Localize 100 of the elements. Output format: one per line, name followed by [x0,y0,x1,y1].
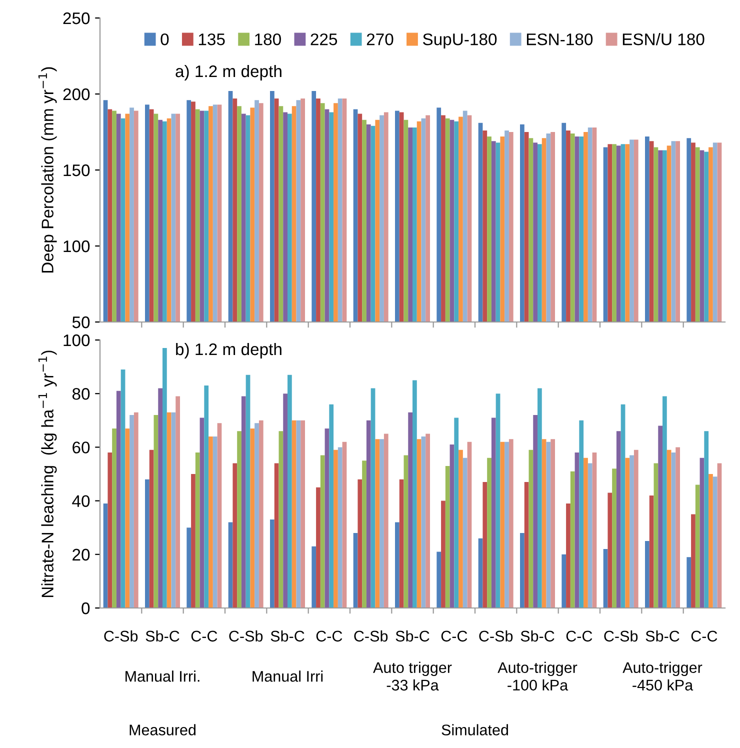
bar [270,520,274,608]
bar [416,439,422,608]
x-tick-label: C-Sb [479,630,513,642]
legend-label: 270 [366,33,394,46]
bar [278,431,284,608]
bar [436,552,442,608]
text: Auto-trigger -450 kPa [622,662,702,691]
x-tick-label: Sb-C [646,630,680,642]
bar [154,415,158,608]
bar [546,442,551,608]
bar [162,348,167,608]
bar [412,380,417,608]
bar [634,450,638,608]
bar [404,455,408,608]
bar [384,434,388,608]
x-tick-label: C-Sb [354,630,388,642]
bar [588,463,592,608]
bar [467,442,472,608]
bar [334,450,338,608]
y-tick-label: 40 [72,495,90,508]
bar [454,418,459,608]
bar [145,479,150,608]
bar [362,460,366,608]
bar [712,476,718,608]
x-tick-label: C-C [191,630,218,642]
bar [592,452,597,608]
bar [149,450,154,608]
x-tick-label: C-Sb [104,630,138,642]
bar [691,514,696,608]
legend-label: SupU-180 [422,33,497,49]
bar [482,482,488,608]
bar [108,452,112,608]
bar [570,471,575,608]
bar [125,428,130,608]
bar [366,420,371,608]
bar [462,458,468,608]
bar [316,487,320,608]
bar [134,412,138,608]
bar [616,431,621,608]
bar [228,522,233,608]
bar [353,532,358,608]
bar [620,404,626,608]
bar [708,474,713,608]
bar [130,415,134,608]
bar [458,450,463,608]
bar [496,394,500,608]
bar [574,452,580,608]
bar [671,452,676,608]
annotation: b) 1.2 m depth [176,342,282,358]
y-tick-label: 50 [72,316,90,328]
bar [112,428,116,608]
bar [654,463,658,608]
bar [625,458,630,608]
bar [645,541,650,608]
bar [320,455,325,608]
y-tick-label: 0 [82,602,90,614]
legend-label: 0 [160,33,169,46]
bar [612,468,616,608]
bar [491,418,496,608]
x-tick-label: Sb-C [270,630,304,642]
bar [103,503,108,608]
bar [232,463,238,608]
y-tick-label: 60 [72,442,90,454]
legend-label: ESN-180 [526,33,593,46]
bar [704,431,709,608]
bar [241,396,246,608]
y-axis-title: Nitrate-N leaching (kg ha$^{−1}$ yr$^{−1}$) [38,350,57,597]
bar [662,396,667,608]
bar [700,458,704,608]
bar [584,458,588,608]
legend-label: 225 [310,33,338,46]
text: Manual Irri. [126,670,200,682]
bar [450,444,454,608]
bar [666,450,672,608]
bar [550,439,555,608]
y-tick-label: 250 [63,12,90,24]
y-tick-label: 150 [64,164,90,176]
bar [649,495,654,608]
bar [300,420,305,608]
bar [195,452,200,608]
bar [608,492,612,608]
bar [120,369,126,608]
text: Auto-trigger -100 kPa [498,662,578,691]
bar [342,442,347,608]
bar [217,423,222,608]
bar [375,439,380,608]
bar [478,538,483,608]
bar [158,388,162,608]
bar [191,474,196,608]
bar [358,479,362,608]
bar [246,374,250,608]
bar [500,442,505,608]
bar [562,554,566,608]
bar [504,442,509,608]
bar [630,455,634,608]
x-tick-label: Sb-C [520,630,554,642]
bar [421,436,426,608]
bar [324,428,330,608]
x-tick-label: Sb-C [396,630,430,642]
bar [528,450,534,608]
